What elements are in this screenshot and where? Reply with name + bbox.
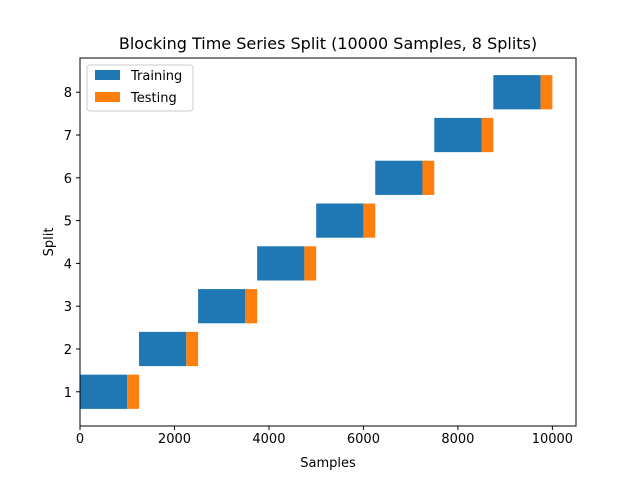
bar-training-split-5: [316, 203, 364, 238]
bar-testing-split-7: [481, 117, 494, 153]
bar-training-split-6: [375, 160, 423, 195]
bar-training-split-8: [493, 75, 541, 110]
bar-testing-split-4: [304, 246, 317, 281]
bar-training-split-4: [257, 246, 305, 281]
plot-frame: [79, 57, 577, 427]
y-tick-label-7: 7: [64, 129, 72, 144]
y-tick-label-4: 4: [64, 257, 72, 272]
y-axis: 1 2 3 4 5 6 7 8: [64, 86, 80, 401]
y-tick-label-5: 5: [64, 215, 72, 230]
y-axis-title: Split: [42, 228, 57, 257]
bar-testing-split-1: [127, 374, 140, 409]
bar-testing-split-6: [422, 160, 435, 195]
bar-training-split-7: [434, 117, 482, 153]
y-tick-label-8: 8: [64, 86, 72, 101]
x-tick-label-4000: 4000: [252, 432, 285, 447]
legend-swatch-testing: [95, 92, 120, 102]
y-tick-label-2: 2: [64, 343, 72, 358]
bar-testing-split-3: [245, 289, 258, 324]
x-tick-label-6000: 6000: [347, 432, 380, 447]
x-axis-title: Samples: [300, 456, 356, 471]
y-tick-label-1: 1: [64, 386, 72, 401]
bar-testing-split-5: [363, 203, 376, 238]
bar-training-split-3: [198, 289, 246, 324]
bar-testing-split-2: [186, 331, 199, 367]
legend-label-training: Training: [130, 69, 182, 84]
legend-label-testing: Testing: [130, 91, 177, 106]
chart-title: Blocking Time Series Split (10000 Sample…: [119, 34, 537, 53]
y-tick-label-6: 6: [64, 172, 72, 187]
legend-swatch-training: [95, 70, 120, 80]
legend: Training Testing: [86, 64, 194, 112]
bars-layer: [80, 75, 553, 409]
bar-training-split-2: [139, 331, 187, 367]
x-tick-label-10000: 10000: [532, 432, 573, 447]
y-tick-label-3: 3: [64, 300, 72, 315]
x-tick-label-0: 0: [76, 432, 84, 447]
x-tick-label-2000: 2000: [158, 432, 191, 447]
x-tick-label-8000: 8000: [441, 432, 474, 447]
bar-training-split-1: [80, 374, 128, 409]
x-axis: 0 2000 4000 6000 8000 10000: [76, 426, 573, 447]
bar-testing-split-8: [540, 75, 553, 110]
